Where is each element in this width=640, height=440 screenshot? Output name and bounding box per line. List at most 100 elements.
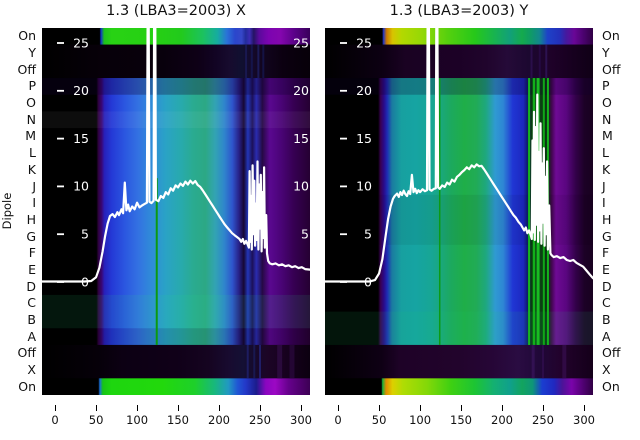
inner-tick-label-right: 10	[293, 179, 309, 194]
heatmap-band-3	[42, 344, 310, 379]
inner-tick-label-left: 20	[73, 83, 89, 98]
heatmap-stripe-7	[259, 344, 262, 379]
inner-tick-dash	[340, 281, 347, 283]
heatmap-stripe-10	[542, 344, 545, 379]
dipole-label-left-5: N	[26, 111, 36, 127]
x-tick-mark	[259, 405, 261, 411]
dipole-label-right-12: G	[602, 228, 612, 244]
inner-tick-dash	[57, 42, 64, 44]
inner-tick-label-left: 10	[73, 179, 89, 194]
x-tick-mark	[136, 405, 138, 411]
dipole-label-left-8: K	[27, 161, 36, 177]
dipole-label-right-3: P	[602, 78, 610, 94]
overlay-line	[325, 28, 593, 283]
inner-tick-label-left: 15	[73, 131, 89, 146]
x-tick-mark	[501, 405, 503, 411]
heatmap-band-1	[42, 44, 310, 79]
x-tick-label: 100	[409, 413, 432, 427]
dipole-label-left-11: H	[26, 211, 36, 227]
x-tick-label: 0	[334, 413, 342, 427]
x-tick-mark	[95, 405, 97, 411]
heatmap-stripe-9	[289, 344, 295, 379]
dipole-label-right-11: H	[602, 211, 612, 227]
dipole-label-left-12: G	[26, 228, 36, 244]
x-tick-mark	[218, 405, 220, 411]
inner-tick-label-left: 25	[356, 35, 372, 50]
x-tick-label: 150	[167, 413, 189, 427]
inner-tick-label-left: 0	[81, 274, 89, 289]
inner-tick-label-right: 25	[293, 35, 309, 50]
heatmap-stripe-0	[438, 78, 441, 345]
dipole-label-right-2: Off	[602, 61, 621, 77]
inner-tick-dash	[57, 281, 64, 283]
x-tick-mark	[177, 405, 179, 411]
x-tick-label: 300	[573, 413, 595, 427]
dipole-label-left-13: F	[28, 245, 36, 261]
dipole-label-left-16: C	[27, 295, 36, 311]
dipole-label-right-19: Off	[602, 345, 621, 361]
x-tick-mark	[54, 405, 56, 411]
heatmap-band-4	[42, 378, 310, 395]
heatmap-stripe-8	[545, 44, 548, 79]
heatmap-stripe-6	[530, 44, 533, 79]
x-tick-label: 0	[51, 413, 59, 427]
heatmap-stripe-6	[253, 344, 256, 379]
x-tick-label: 50	[88, 413, 104, 427]
x-tick-mark	[378, 405, 380, 411]
heatmap-stripe-9	[531, 344, 535, 379]
dipole-label-right-9: J	[602, 178, 606, 194]
inner-tick-dash	[340, 137, 347, 140]
dipole-label-left-6: M	[25, 128, 36, 144]
heatmap-band-4	[325, 378, 593, 395]
x-tick-label: 200	[491, 413, 513, 427]
x-tick-label: 50	[371, 413, 387, 427]
heatmap-stripe-5	[246, 344, 249, 379]
inner-tick-dash	[340, 233, 347, 236]
dipole-label-left-1: Y	[28, 45, 36, 60]
heatmap-stripe-8	[277, 344, 283, 379]
heatmap-band-0	[325, 28, 593, 45]
dipole-label-left-20: X	[27, 362, 36, 377]
x-tick-mark	[542, 405, 544, 411]
heatmap-stripe-4	[262, 44, 265, 79]
inner-tick-dash	[340, 185, 347, 188]
dipole-label-left-3: P	[28, 78, 36, 94]
dipole-label-left-10: I	[32, 195, 36, 211]
dipole-label-left-18: A	[27, 328, 36, 344]
inner-tick-label-left: 20	[356, 83, 372, 98]
dipole-label-right-1: Y	[602, 45, 610, 60]
dipole-label-left-4: O	[26, 95, 36, 111]
dipole-label-left-0: On	[18, 28, 36, 44]
inner-tick-label-left: 0	[364, 274, 372, 289]
inner-tick-dash	[57, 89, 64, 92]
row-shade-2	[325, 311, 593, 345]
dipole-label-right-6: M	[602, 128, 613, 144]
x-tick-label: 250	[249, 413, 271, 427]
dipole-label-right-21: On	[602, 378, 620, 394]
inner-tick-label-left: 5	[364, 227, 372, 242]
dipole-label-left-17: B	[27, 311, 36, 327]
heatmap-stripe-1	[245, 44, 248, 79]
x-tick-label: 200	[208, 413, 230, 427]
heatmap-stripe-1	[528, 78, 531, 345]
heatmap-panel-x: 25 20 15 10 5 0 25 20 15 10 5	[42, 28, 310, 395]
inner-tick-label-left: 10	[356, 179, 372, 194]
x-tick-mark	[419, 405, 421, 411]
dipole-label-right-5: N	[602, 111, 612, 127]
panel-title-x: 1.3 (LBA3=2003) X	[106, 3, 246, 19]
dipole-label-left-7: L	[29, 145, 36, 161]
x-tick-label: 100	[126, 413, 149, 427]
x-tick-mark	[337, 405, 339, 411]
dipole-label-right-16: C	[602, 295, 611, 311]
heatmap-band-1	[325, 44, 593, 79]
dipole-label-right-18: A	[602, 328, 611, 344]
dipole-label-right-4: O	[602, 95, 612, 111]
dipole-label-left-14: E	[28, 261, 36, 277]
dipole-label-right-0: On	[602, 28, 620, 44]
dipole-label-right-10: I	[602, 195, 606, 211]
inner-tick-dash	[340, 89, 347, 92]
x-tick-label: 250	[532, 413, 554, 427]
dipole-label-left-2: Off	[17, 61, 36, 77]
inner-tick-dash	[57, 137, 64, 140]
